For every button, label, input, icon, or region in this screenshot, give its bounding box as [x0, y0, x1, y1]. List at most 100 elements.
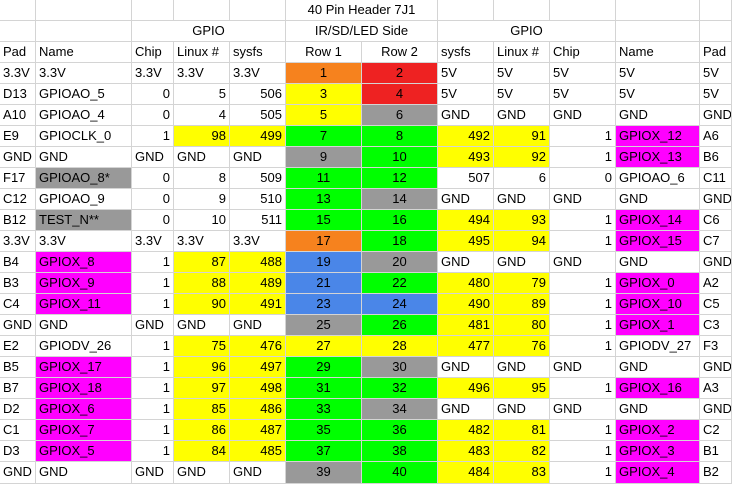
table-cell[interactable]: 494	[438, 210, 494, 231]
table-cell[interactable]: 18	[362, 231, 438, 252]
table-cell[interactable]: 0	[132, 189, 174, 210]
column-header-cell[interactable]: Row 1	[286, 42, 362, 63]
table-cell[interactable]: 27	[286, 336, 362, 357]
table-cell[interactable]: C4	[0, 294, 36, 315]
table-cell[interactable]: 3.3V	[230, 231, 286, 252]
table-cell[interactable]: GND	[230, 147, 286, 168]
table-cell[interactable]: 510	[230, 189, 286, 210]
table-cell[interactable]: GPIOX_15	[616, 231, 700, 252]
table-cell[interactable]: GPIOX_10	[616, 294, 700, 315]
table-cell[interactable]: 86	[174, 420, 230, 441]
table-cell[interactable]: C6	[700, 210, 732, 231]
table-cell[interactable]: C7	[700, 231, 732, 252]
table-cell[interactable]: 13	[286, 189, 362, 210]
header-cell[interactable]: GPIO	[438, 21, 616, 42]
table-cell[interactable]: C3	[700, 315, 732, 336]
table-cell[interactable]: GPIOX_8	[36, 252, 132, 273]
table-cell[interactable]: 5V	[700, 84, 732, 105]
table-cell[interactable]: 1	[132, 420, 174, 441]
table-cell[interactable]: GND	[494, 399, 550, 420]
table-cell[interactable]: 10	[174, 210, 230, 231]
table-cell[interactable]: 481	[438, 315, 494, 336]
table-cell[interactable]: A6	[700, 126, 732, 147]
table-cell[interactable]: B6	[700, 147, 732, 168]
table-cell[interactable]: GPIOX_4	[616, 462, 700, 484]
table-cell[interactable]: B2	[700, 462, 732, 484]
table-cell[interactable]: GND	[174, 462, 230, 484]
table-cell[interactable]: GPIOX_18	[36, 378, 132, 399]
table-cell[interactable]: GPIOX_6	[36, 399, 132, 420]
table-cell[interactable]: 489	[230, 273, 286, 294]
empty-cell[interactable]	[174, 0, 230, 21]
table-cell[interactable]: 1	[132, 273, 174, 294]
table-cell[interactable]: GND	[494, 105, 550, 126]
table-cell[interactable]: C2	[700, 420, 732, 441]
table-cell[interactable]: GND	[616, 189, 700, 210]
table-cell[interactable]: GND	[438, 399, 494, 420]
table-cell[interactable]: 36	[362, 420, 438, 441]
table-cell[interactable]: 16	[362, 210, 438, 231]
table-cell[interactable]: GND	[700, 105, 732, 126]
table-cell[interactable]: GPIODV_27	[616, 336, 700, 357]
table-cell[interactable]: 1	[550, 378, 616, 399]
table-cell[interactable]: GND	[616, 105, 700, 126]
table-cell[interactable]: GPIOAO_5	[36, 84, 132, 105]
table-cell[interactable]: GND	[700, 399, 732, 420]
table-cell[interactable]: 485	[230, 441, 286, 462]
table-cell[interactable]: 3.3V	[132, 231, 174, 252]
table-cell[interactable]: C11	[700, 168, 732, 189]
table-cell[interactable]: 3.3V	[36, 63, 132, 84]
table-cell[interactable]: GND	[36, 147, 132, 168]
empty-cell[interactable]	[0, 0, 36, 21]
table-cell[interactable]: 95	[494, 378, 550, 399]
table-cell[interactable]: GPIOX_3	[616, 441, 700, 462]
table-cell[interactable]: GPIOX_17	[36, 357, 132, 378]
table-cell[interactable]: 490	[438, 294, 494, 315]
table-cell[interactable]: 3.3V	[36, 231, 132, 252]
table-cell[interactable]: 4	[174, 105, 230, 126]
table-cell[interactable]: 487	[230, 420, 286, 441]
table-cell[interactable]: 37	[286, 441, 362, 462]
table-cell[interactable]: 79	[494, 273, 550, 294]
table-cell[interactable]: 477	[438, 336, 494, 357]
header-cell[interactable]: 40 Pin Header 7J1	[286, 0, 438, 21]
table-cell[interactable]: 5V	[438, 84, 494, 105]
table-cell[interactable]: 30	[362, 357, 438, 378]
table-cell[interactable]: 34	[362, 399, 438, 420]
table-cell[interactable]: 3.3V	[0, 231, 36, 252]
table-cell[interactable]: 12	[362, 168, 438, 189]
table-cell[interactable]: GND	[494, 189, 550, 210]
table-cell[interactable]: 92	[494, 147, 550, 168]
table-cell[interactable]: 32	[362, 378, 438, 399]
table-cell[interactable]: 1	[550, 126, 616, 147]
empty-cell[interactable]	[230, 0, 286, 21]
table-cell[interactable]: 80	[494, 315, 550, 336]
column-header-cell[interactable]: sysfs	[230, 42, 286, 63]
table-cell[interactable]: GPIOX_5	[36, 441, 132, 462]
table-cell[interactable]: 29	[286, 357, 362, 378]
table-cell[interactable]: 496	[438, 378, 494, 399]
header-cell[interactable]: IR/SD/LED Side	[286, 21, 438, 42]
table-cell[interactable]: 507	[438, 168, 494, 189]
table-cell[interactable]: 495	[438, 231, 494, 252]
table-cell[interactable]: 26	[362, 315, 438, 336]
table-cell[interactable]: 19	[286, 252, 362, 273]
table-cell[interactable]: 38	[362, 441, 438, 462]
table-cell[interactable]: 506	[230, 84, 286, 105]
table-cell[interactable]: GND	[616, 399, 700, 420]
table-cell[interactable]: 1	[550, 441, 616, 462]
table-cell[interactable]: GPIOX_7	[36, 420, 132, 441]
table-cell[interactable]: 2	[362, 63, 438, 84]
table-cell[interactable]: A3	[700, 378, 732, 399]
table-cell[interactable]: 39	[286, 462, 362, 484]
table-cell[interactable]: GND	[438, 105, 494, 126]
table-cell[interactable]: 6	[494, 168, 550, 189]
table-cell[interactable]: 89	[494, 294, 550, 315]
table-cell[interactable]: 0	[132, 105, 174, 126]
header-cell[interactable]: GPIO	[132, 21, 286, 42]
table-cell[interactable]: 21	[286, 273, 362, 294]
table-cell[interactable]: GPIOAO_4	[36, 105, 132, 126]
table-cell[interactable]: A2	[700, 273, 732, 294]
table-cell[interactable]: GND	[550, 399, 616, 420]
table-cell[interactable]: 5V	[494, 84, 550, 105]
